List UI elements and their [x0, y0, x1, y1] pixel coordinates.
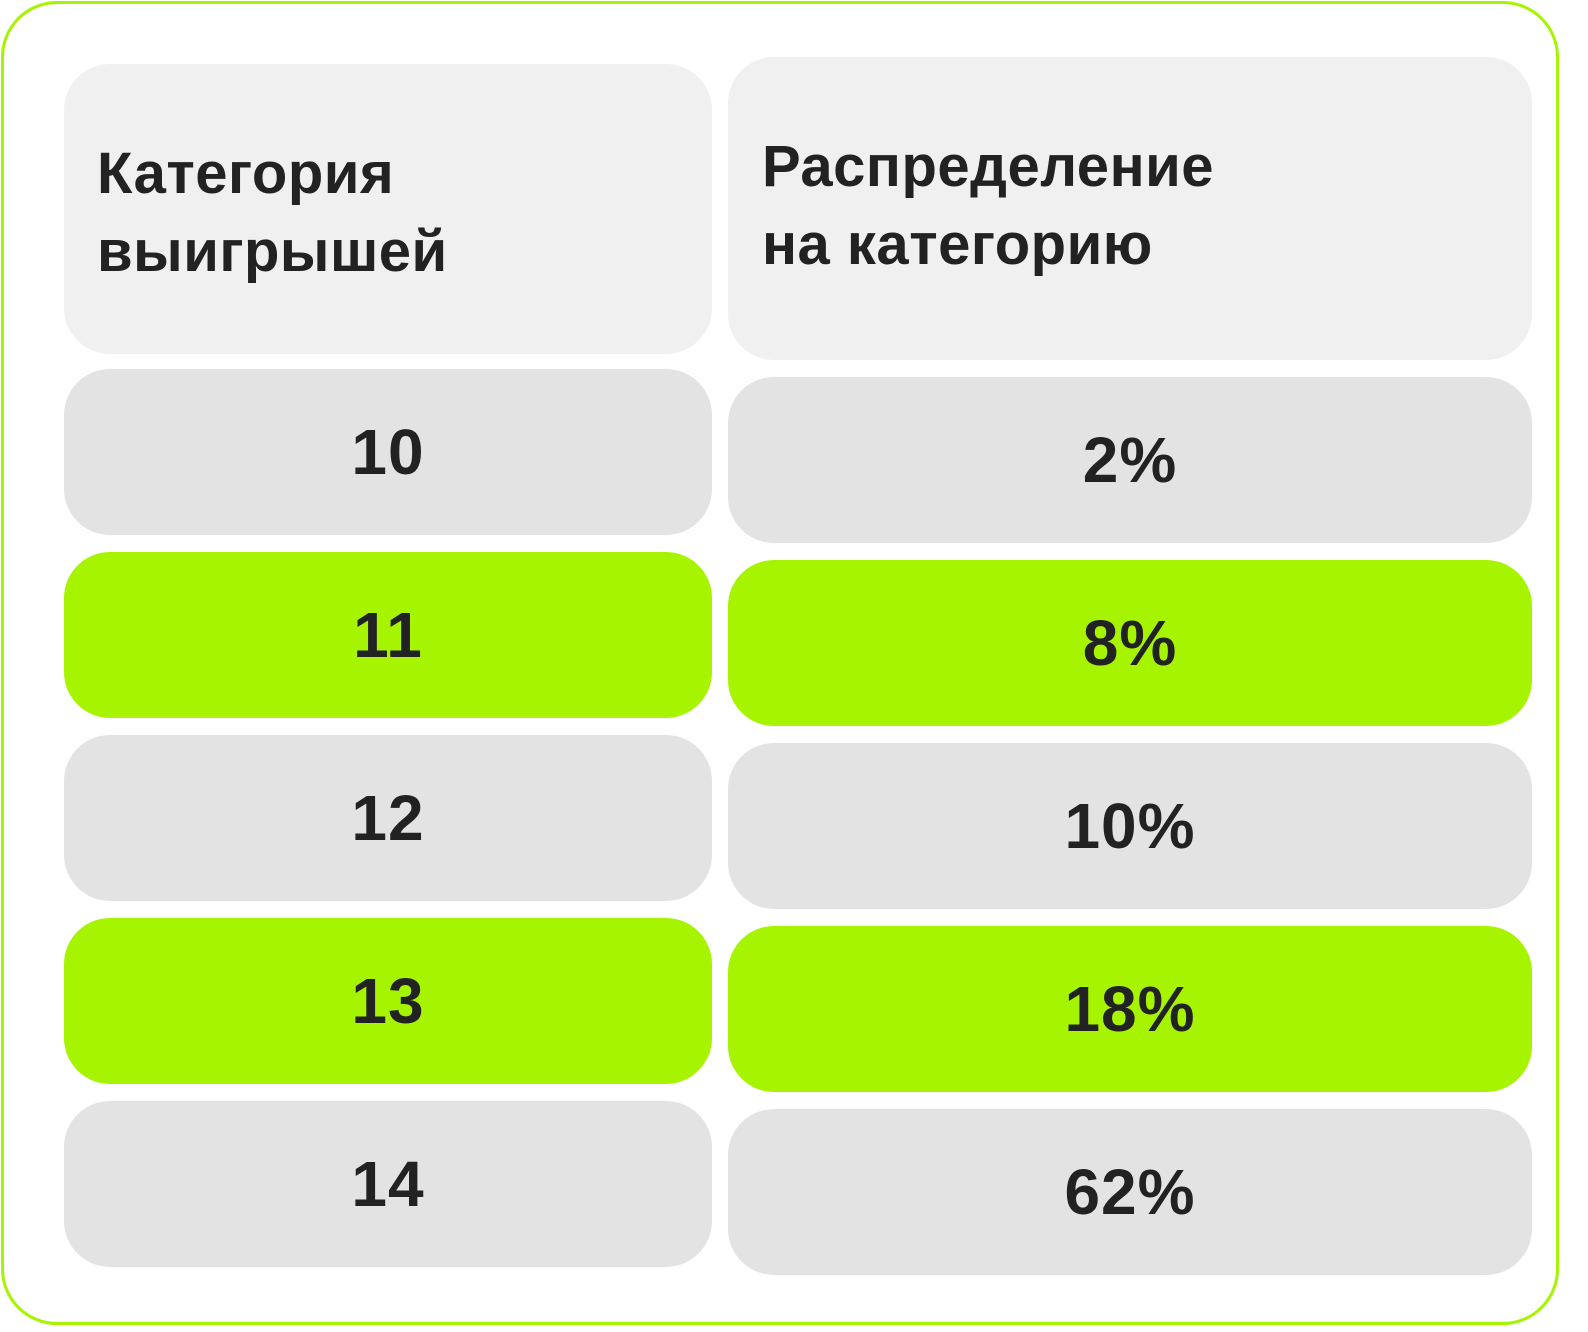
header-distribution-line-1: Распределение [762, 134, 1215, 199]
share-cell-highlighted: 8% [728, 560, 1532, 726]
header-distribution: Распределение на категорию [728, 57, 1532, 360]
category-value: 12 [351, 782, 425, 854]
share-cell: 10% [728, 743, 1532, 909]
category-cell-highlighted: 13 [64, 918, 712, 1084]
category-value: 11 [353, 599, 423, 671]
category-cell: 12 [64, 735, 712, 901]
share-value: 2% [1082, 424, 1178, 496]
header-category-line-1: Категория [97, 141, 395, 206]
header-distribution-line-2: на категорию [762, 212, 1153, 277]
category-cell: 10 [64, 369, 712, 535]
header-category: Категория выигрышей [64, 64, 712, 354]
share-value: 18% [1064, 973, 1196, 1045]
share-value: 10% [1064, 790, 1196, 862]
header-category-line-2: выигрышей [97, 219, 448, 284]
share-value: 8% [1082, 607, 1178, 679]
category-value: 10 [351, 416, 425, 488]
share-value: 62% [1064, 1156, 1196, 1228]
share-cell: 62% [728, 1109, 1532, 1275]
share-cell-highlighted: 18% [728, 926, 1532, 1092]
category-cell: 14 [64, 1101, 712, 1267]
share-cell: 2% [728, 377, 1532, 543]
category-value: 14 [351, 1148, 425, 1220]
category-cell-highlighted: 11 [64, 552, 712, 718]
category-value: 13 [351, 965, 425, 1037]
